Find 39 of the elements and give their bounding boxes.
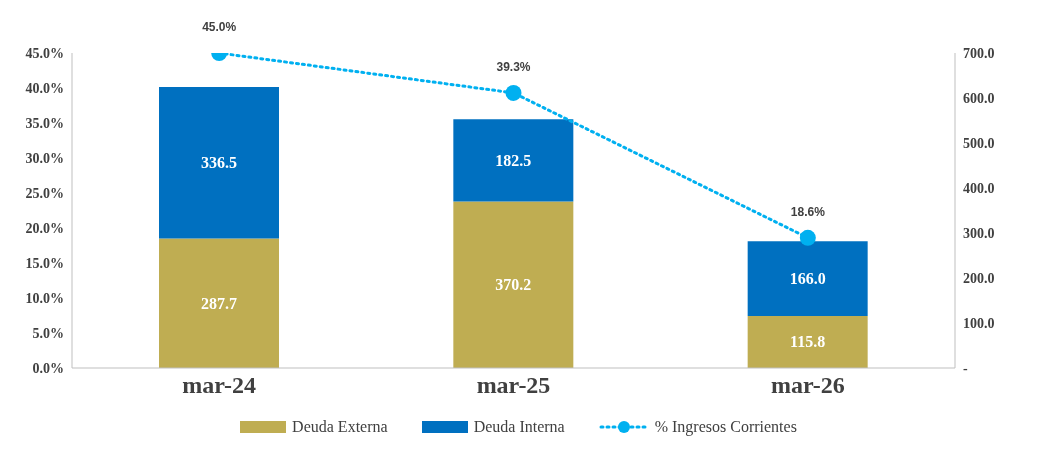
y-tick-label: 0.0% xyxy=(32,360,64,376)
data-label: 370.2 xyxy=(495,276,532,294)
bar xyxy=(453,119,574,202)
data-label: 336.5 xyxy=(201,154,237,172)
y-tick-label: 40.0% xyxy=(25,80,64,96)
y2-tick-label: 500.0 xyxy=(963,135,995,151)
y2-tick-label: 400.0 xyxy=(963,180,995,196)
y2-tick-label: 200.0 xyxy=(963,270,995,286)
data-label: 45.0% xyxy=(202,20,237,34)
y2-tick-label: 100.0 xyxy=(963,315,995,331)
y-tick-label: 5.0% xyxy=(32,325,64,341)
legend-label: % Ingresos Corrientes xyxy=(654,418,797,436)
bar xyxy=(747,241,868,316)
x-tick-label: mar-25 xyxy=(476,372,551,399)
y2-tick-label: 300.0 xyxy=(963,225,995,241)
y-tick-label: 25.0% xyxy=(25,185,64,201)
y2-tick-label: - xyxy=(963,360,968,376)
legend-label: Deuda Externa xyxy=(292,418,388,436)
y-tick-label: 45.0% xyxy=(25,45,64,61)
y2-tick-label: 600.0 xyxy=(963,90,995,106)
x-tick-label: mar-26 xyxy=(770,372,845,399)
data-label: 39.3% xyxy=(496,59,531,74)
bar xyxy=(159,238,279,368)
data-label: 287.7 xyxy=(201,294,237,312)
data-label: 18.6% xyxy=(790,204,826,219)
data-label: 166.0 xyxy=(789,270,826,288)
bar xyxy=(747,315,868,368)
bar xyxy=(453,201,574,368)
y-tick-label: 35.0% xyxy=(25,115,64,131)
data-label: 115.8 xyxy=(790,333,826,351)
y-tick-label: 10.0% xyxy=(25,290,64,306)
legend-label: Deuda Interna xyxy=(473,418,565,436)
y-tick-label: 30.0% xyxy=(25,150,64,166)
data-label: 182.5 xyxy=(495,151,532,169)
y2-tick-label: 700.0 xyxy=(963,45,995,61)
x-tick-label: mar-24 xyxy=(182,372,257,399)
bar xyxy=(159,87,279,239)
y-tick-label: 20.0% xyxy=(25,220,64,236)
y-tick-label: 15.0% xyxy=(25,255,64,271)
